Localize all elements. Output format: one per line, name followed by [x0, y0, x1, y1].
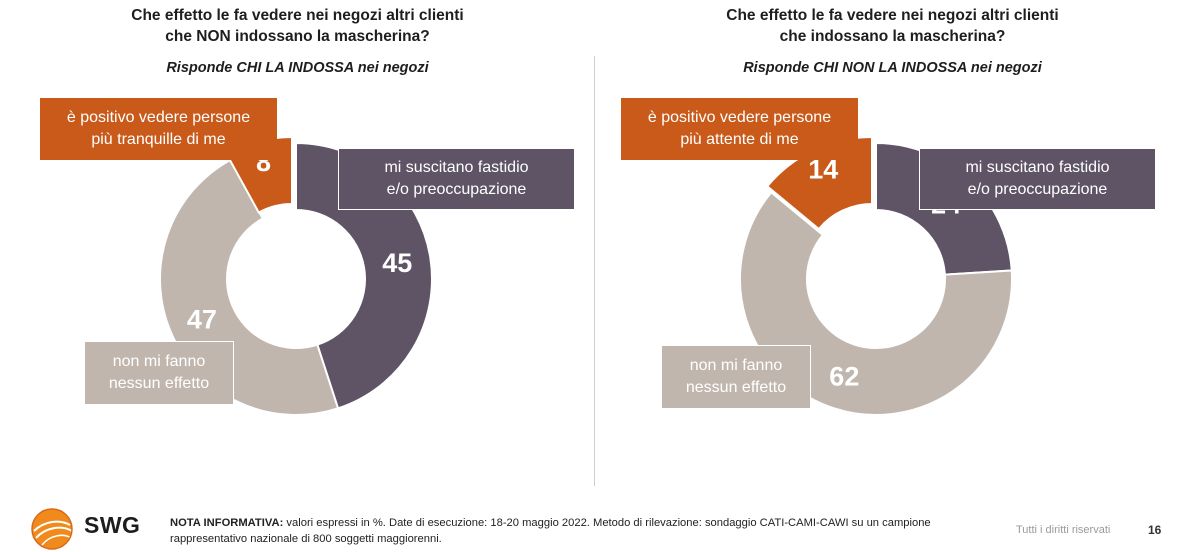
callout-fastidio-line2: e/o preoccupazione [386, 181, 527, 198]
callout-positivo: è positivo vedere persone più tranquille… [40, 98, 277, 160]
chart-title-line2: che indossano la mascherina? [779, 28, 1006, 45]
page-number: 16 [1148, 523, 1162, 537]
footer: SWG NOTA INFORMATIVA: valori espressi in… [0, 495, 1189, 552]
chart-subtitle: Risponde CHI NON LA INDOSSA nei negozi [743, 60, 1042, 76]
panel-divider [594, 56, 595, 486]
chart-title: Che effetto le fa vedere nei negozi altr… [0, 5, 595, 47]
donut-chart: 246214 [739, 135, 1013, 416]
chart-panel-right: Che effetto le fa vedere nei negozi altr… [595, 0, 1189, 490]
chart-title: Che effetto le fa vedere nei negozi altr… [595, 5, 1189, 47]
chart-title-line1: Che effetto le fa vedere nei negozi altr… [131, 7, 464, 24]
callout-fastidio-line1: mi suscitano fastidio [965, 159, 1110, 176]
swg-logo-text: SWG [84, 512, 141, 538]
callout-nessun-effetto-line2: nessun effetto [108, 375, 210, 392]
callout-positivo-line1: è positivo vedere persone [66, 109, 251, 126]
callout-nessun-effetto-line2: nessun effetto [685, 379, 787, 396]
callout-positivo-line1: è positivo vedere persone [647, 109, 832, 126]
note-label: NOTA INFORMATIVA: [170, 517, 284, 529]
note-text: valori espressi in %. Date di esecuzione… [170, 517, 931, 545]
data-label-nessun_effetto: 47 [187, 305, 217, 335]
callout-fastidio: mi suscitano fastidio e/o preoccupazione [919, 148, 1156, 210]
rights-text: Tutti i diritti riservati [1016, 524, 1111, 536]
callout-nessun-effetto: non mi fanno nessun effetto [661, 345, 811, 409]
donut-slice-positivo [765, 135, 873, 231]
swg-logo-icon [31, 508, 73, 550]
callout-positivo: è positivo vedere persone più attente di… [621, 98, 858, 160]
callout-positivo-line2: più tranquille di me [91, 131, 226, 148]
callout-nessun-effetto-line1: non mi fanno [689, 357, 783, 374]
chart-subtitle: Risponde CHI LA INDOSSA nei negozi [166, 60, 429, 76]
callout-nessun-effetto-line1: non mi fanno [112, 353, 206, 370]
callout-fastidio: mi suscitano fastidio e/o preoccupazione [338, 148, 575, 210]
chart-title-line1: Che effetto le fa vedere nei negozi altr… [726, 7, 1059, 24]
callout-fastidio-line2: e/o preoccupazione [967, 181, 1108, 198]
callout-positivo-line2: più attente di me [680, 131, 799, 148]
callout-nessun-effetto: non mi fanno nessun effetto [84, 341, 234, 405]
chart-panel-left: Che effetto le fa vedere nei negozi altr… [0, 0, 595, 490]
data-label-fastidio: 45 [382, 248, 412, 278]
chart-title-line2: che NON indossano la mascherina? [165, 28, 430, 45]
methodology-note: NOTA INFORMATIVA: valori espressi in %. … [170, 515, 1005, 547]
callout-fastidio-line1: mi suscitano fastidio [384, 159, 529, 176]
data-label-nessun_effetto: 62 [829, 361, 859, 391]
